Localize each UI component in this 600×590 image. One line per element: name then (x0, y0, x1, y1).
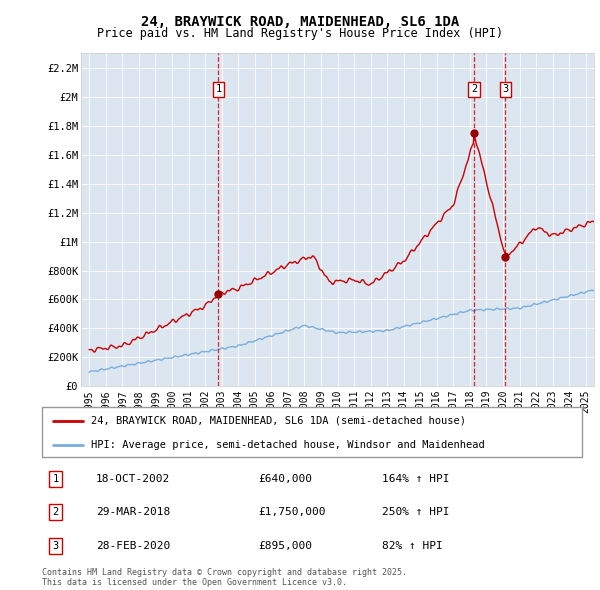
Text: 1: 1 (215, 84, 221, 94)
Text: £1,750,000: £1,750,000 (258, 507, 325, 517)
Text: 24, BRAYWICK ROAD, MAIDENHEAD, SL6 1DA: 24, BRAYWICK ROAD, MAIDENHEAD, SL6 1DA (141, 15, 459, 29)
Text: 3: 3 (52, 541, 59, 551)
Text: 250% ↑ HPI: 250% ↑ HPI (382, 507, 450, 517)
Text: 2: 2 (52, 507, 59, 517)
Text: 82% ↑ HPI: 82% ↑ HPI (382, 541, 443, 551)
Text: Contains HM Land Registry data © Crown copyright and database right 2025.
This d: Contains HM Land Registry data © Crown c… (42, 568, 407, 587)
Text: 29-MAR-2018: 29-MAR-2018 (96, 507, 170, 517)
Text: 24, BRAYWICK ROAD, MAIDENHEAD, SL6 1DA (semi-detached house): 24, BRAYWICK ROAD, MAIDENHEAD, SL6 1DA (… (91, 415, 466, 425)
Text: HPI: Average price, semi-detached house, Windsor and Maidenhead: HPI: Average price, semi-detached house,… (91, 440, 484, 450)
Text: £640,000: £640,000 (258, 474, 312, 484)
Text: 28-FEB-2020: 28-FEB-2020 (96, 541, 170, 551)
Text: 18-OCT-2002: 18-OCT-2002 (96, 474, 170, 484)
Text: 3: 3 (502, 84, 509, 94)
Text: 164% ↑ HPI: 164% ↑ HPI (382, 474, 450, 484)
Text: £895,000: £895,000 (258, 541, 312, 551)
Text: 1: 1 (52, 474, 59, 484)
Text: 2: 2 (471, 84, 477, 94)
Text: Price paid vs. HM Land Registry's House Price Index (HPI): Price paid vs. HM Land Registry's House … (97, 27, 503, 40)
